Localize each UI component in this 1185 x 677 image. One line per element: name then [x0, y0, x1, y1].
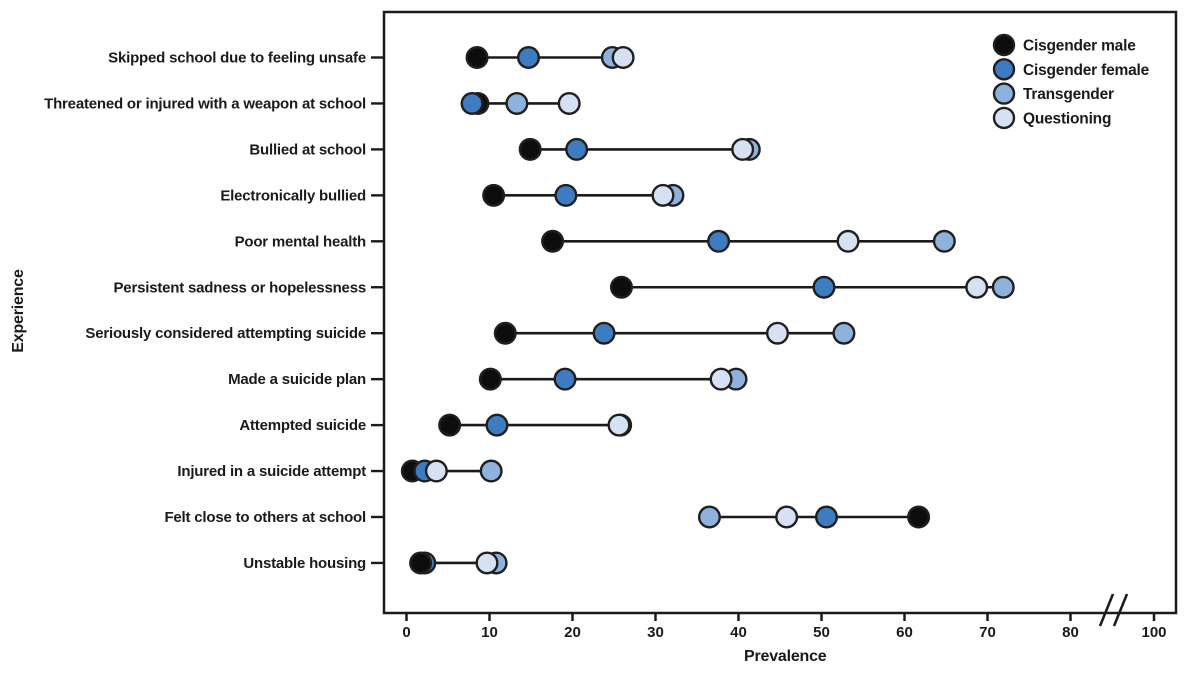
data-point-cis_male — [482, 183, 506, 207]
data-point-cis_male — [493, 321, 517, 345]
category-label: Electronically bullied — [220, 187, 366, 204]
data-point-cis_male — [541, 229, 565, 253]
x-axis-tick-label: 20 — [564, 624, 581, 641]
legend-swatch-cis_female — [992, 58, 1016, 81]
data-point-transgender — [697, 505, 721, 529]
data-point-questioning — [557, 91, 581, 115]
data-point-cis_female — [553, 367, 577, 391]
data-point-cis_male — [518, 137, 542, 161]
data-point-cis_female — [565, 137, 589, 161]
data-point-questioning — [651, 183, 675, 207]
legend: Cisgender male Cisgender female Transgende… — [992, 33, 1150, 130]
category-label: Unstable housing — [243, 555, 366, 572]
data-point-questioning — [709, 367, 733, 391]
data-point-questioning — [766, 321, 790, 345]
x-axis-tick-label: 100 — [1141, 624, 1166, 641]
data-point-cis_female — [460, 91, 484, 115]
legend-swatch-questioning — [992, 106, 1016, 130]
axis-break-icon — [1112, 593, 1129, 627]
x-axis-tick-label: 80 — [1062, 624, 1079, 641]
data-point-cis_female — [517, 46, 541, 70]
category-label: Injured in a suicide attempt — [177, 463, 366, 480]
legend-swatch-transgender — [992, 82, 1016, 105]
category-label: Attempted suicide — [239, 417, 366, 434]
data-point-questioning — [836, 229, 860, 253]
data-point-cis_female — [814, 505, 838, 529]
x-axis-title: Prevalence — [744, 648, 827, 665]
category-label: Made a suicide plan — [228, 371, 366, 388]
category-label: Skipped school due to feeling unsafe — [108, 50, 366, 67]
legend-label: Cisgender female — [1023, 62, 1150, 79]
data-point-transgender — [932, 229, 956, 253]
dumbbell-row — [518, 137, 761, 161]
data-point-questioning — [611, 46, 635, 70]
data-point-cis_male — [438, 413, 462, 437]
legend-label: Transgender — [1023, 86, 1114, 103]
data-point-questioning — [775, 505, 799, 529]
data-point-cis_male — [907, 505, 931, 529]
x-axis-tick-label: 10 — [481, 624, 498, 641]
legend-label: Cisgender male — [1023, 38, 1136, 55]
dumbbell-row — [460, 91, 581, 115]
data-point-questioning — [475, 551, 499, 575]
data-point-cis_male — [478, 367, 502, 391]
data-point-cis_female — [592, 321, 616, 345]
dumbbell-row — [541, 229, 956, 253]
legend-label: Questioning — [1023, 110, 1111, 127]
data-point-transgender — [479, 459, 503, 483]
dumbbell-row — [482, 183, 685, 207]
data-point-cis_male — [409, 551, 433, 575]
y-axis-title: Experience — [10, 269, 27, 353]
category-label: Persistent sadness or hopelessness — [114, 279, 367, 296]
data-point-transgender — [832, 321, 856, 345]
category-label: Threatened or injured with a weapon at s… — [44, 95, 366, 112]
data-point-cis_female — [485, 413, 509, 437]
dumbbell-row — [400, 459, 503, 483]
dumbbell-row — [409, 551, 508, 575]
category-label: Poor mental health — [235, 233, 366, 250]
data-point-transgender — [505, 91, 529, 115]
category-label: Seriously considered attempting suicide — [85, 325, 366, 342]
category-label: Felt close to others at school — [164, 509, 366, 526]
x-axis-tick-label: 50 — [813, 624, 830, 641]
dumbbell-row — [478, 367, 748, 391]
data-point-questioning — [424, 459, 448, 483]
axis-break-icon — [1098, 593, 1115, 627]
x-axis-tick-label: 70 — [979, 624, 996, 641]
legend-swatch-cis_male — [992, 33, 1016, 57]
category-label: Bullied at school — [249, 141, 366, 158]
dumbbell-row — [465, 46, 635, 70]
dumbbell-row — [697, 505, 931, 529]
data-point-questioning — [607, 413, 631, 437]
data-point-cis_female — [554, 183, 578, 207]
dumbbell-row — [438, 413, 633, 437]
data-point-cis_male — [465, 46, 489, 70]
data-point-transgender — [991, 275, 1015, 299]
x-axis-tick-label: 40 — [730, 624, 747, 641]
data-point-questioning — [965, 275, 989, 299]
x-axis-tick-label: 60 — [896, 624, 913, 641]
x-axis-tick-label: 30 — [647, 624, 664, 641]
data-point-cis_female — [707, 229, 731, 253]
data-point-questioning — [731, 137, 755, 161]
data-point-cis_male — [609, 275, 633, 299]
plot-border — [382, 10, 1178, 615]
data-point-cis_female — [812, 275, 836, 299]
dumbbell-row — [609, 275, 1015, 299]
dumbbell-row — [493, 321, 856, 345]
x-axis-tick-label: 0 — [402, 624, 410, 641]
